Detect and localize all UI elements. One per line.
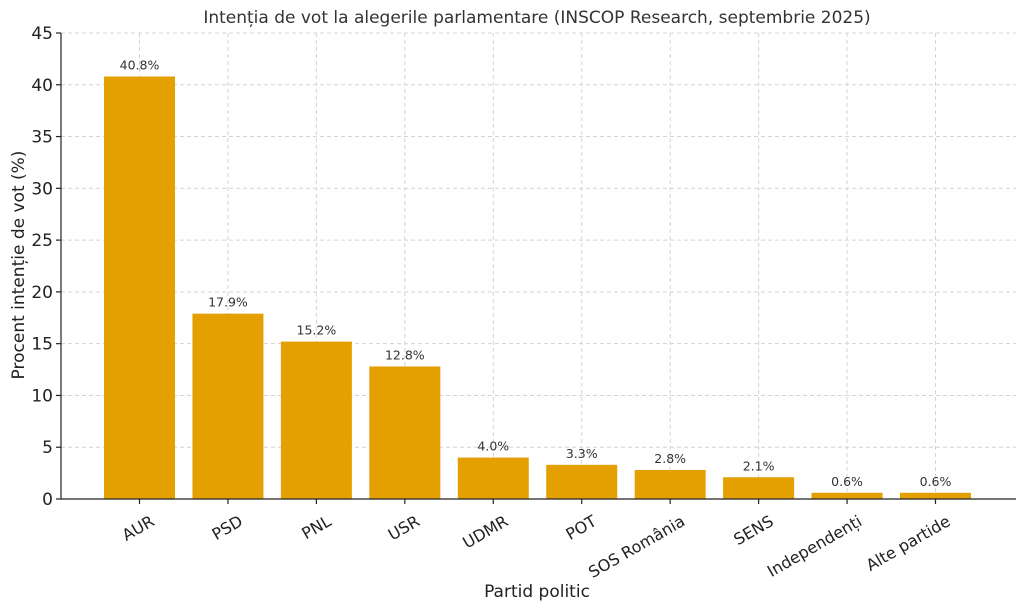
bars-layer [104,76,971,499]
data-label: 2.8% [654,451,686,466]
bar [104,76,175,499]
y-tick-label: 45 [31,24,53,44]
data-label: 2.1% [743,458,775,473]
bar [546,464,618,499]
y-tick-label: 20 [31,283,53,303]
y-tick-label: 25 [31,231,53,251]
data-label: 40.8% [120,57,160,72]
bar [369,366,441,499]
y-tick-label: 40 [31,76,53,96]
chart-title: Intenția de vot la alegerile parlamentar… [203,8,870,28]
y-tick-label: 10 [31,386,53,406]
bar [280,341,352,499]
bar [723,477,795,499]
x-tick-label: UDMR [459,511,511,552]
x-tick-label: PSD [209,511,246,544]
bar [811,492,883,499]
bar [192,313,264,499]
y-tick-label: 15 [31,335,53,355]
x-tick-label: Independenți [764,511,865,580]
data-label: 17.9% [208,295,248,310]
bar [900,492,971,499]
x-tick-label: PNL [298,511,334,543]
bar [457,457,529,499]
y-tick-label: 0 [42,490,53,510]
y-axis-label: Procent intenție de vot (%) [9,151,29,380]
x-tick-label: SOS România [585,511,688,581]
data-label: 0.6% [920,474,952,489]
x-tick-label: POT [562,511,599,544]
x-tick-label: AUR [119,511,158,544]
data-label: 12.8% [385,347,425,362]
data-label: 15.2% [297,323,337,338]
grid-layer [61,32,1016,499]
data-label: 3.3% [566,446,598,461]
x-axis-label: Partid politic [484,582,590,602]
x-tick-label: USR [385,511,423,544]
data-label: 4.0% [477,439,509,454]
y-tick-label: 30 [31,179,53,199]
bar [634,470,706,499]
data-label: 0.6% [831,474,863,489]
y-tick-label: 35 [31,128,53,148]
axes-layer [56,32,1016,504]
y-tick-label: 5 [42,438,53,458]
x-tick-label: Alte partide [863,511,954,574]
x-tick-label: SENS [730,511,776,549]
